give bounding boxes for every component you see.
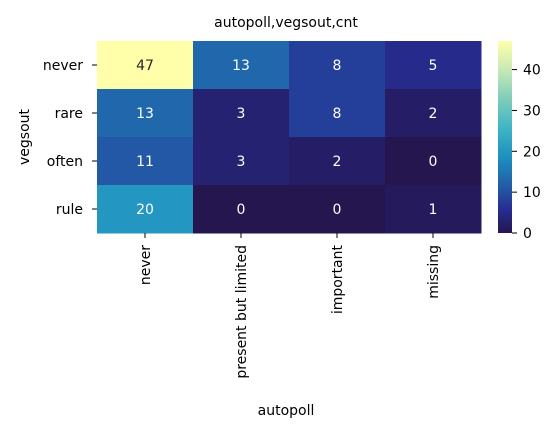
x-axis-label: autopoll bbox=[258, 403, 315, 419]
y-axis-ticks: never rare often rule bbox=[43, 58, 97, 218]
cell-value-label: 13 bbox=[232, 58, 250, 74]
y-axis-label: vegsout bbox=[17, 108, 33, 165]
colorbar-tick-label: 0 bbox=[523, 226, 532, 242]
cell-value-label: 13 bbox=[136, 106, 154, 122]
cell-value-label: 3 bbox=[237, 106, 246, 122]
x-axis-ticks: never present but limited important missing bbox=[138, 233, 442, 379]
colorbar bbox=[498, 41, 512, 233]
colorbar-ticks: 0 10 20 30 40 bbox=[512, 63, 541, 242]
x-tick-label: important bbox=[330, 244, 346, 314]
cell-value-label: 3 bbox=[237, 154, 246, 170]
cell-value-label: 11 bbox=[136, 154, 154, 170]
cell-value-label: 8 bbox=[333, 58, 342, 74]
colorbar-tick-label: 10 bbox=[523, 185, 541, 201]
y-tick-label: often bbox=[47, 154, 83, 170]
heatmap-cells bbox=[97, 41, 482, 234]
cell-value-label: 20 bbox=[136, 202, 154, 218]
chart-title: autopoll,vegsout,cnt bbox=[214, 15, 358, 31]
cell-value-label: 0 bbox=[237, 202, 246, 218]
cell-value-label: 2 bbox=[429, 106, 438, 122]
cell-value-label: 8 bbox=[333, 106, 342, 122]
y-tick-label: rare bbox=[55, 106, 83, 122]
cell-value-label: 1 bbox=[429, 202, 438, 218]
y-tick-label: never bbox=[43, 58, 83, 74]
cell-value-label: 5 bbox=[429, 58, 438, 74]
x-tick-label: present but limited bbox=[234, 245, 250, 379]
x-tick-label: missing bbox=[426, 245, 442, 299]
y-tick-label: rule bbox=[56, 202, 83, 218]
cell-value-label: 0 bbox=[333, 202, 342, 218]
colorbar-tick-label: 30 bbox=[523, 103, 541, 119]
cell-value-label: 2 bbox=[333, 154, 342, 170]
colorbar-tick-label: 40 bbox=[523, 63, 541, 79]
colorbar-tick-label: 20 bbox=[523, 144, 541, 160]
cell-value-label: 0 bbox=[429, 154, 438, 170]
cell-value-label: 47 bbox=[136, 58, 154, 74]
x-tick-label: never bbox=[138, 245, 154, 285]
